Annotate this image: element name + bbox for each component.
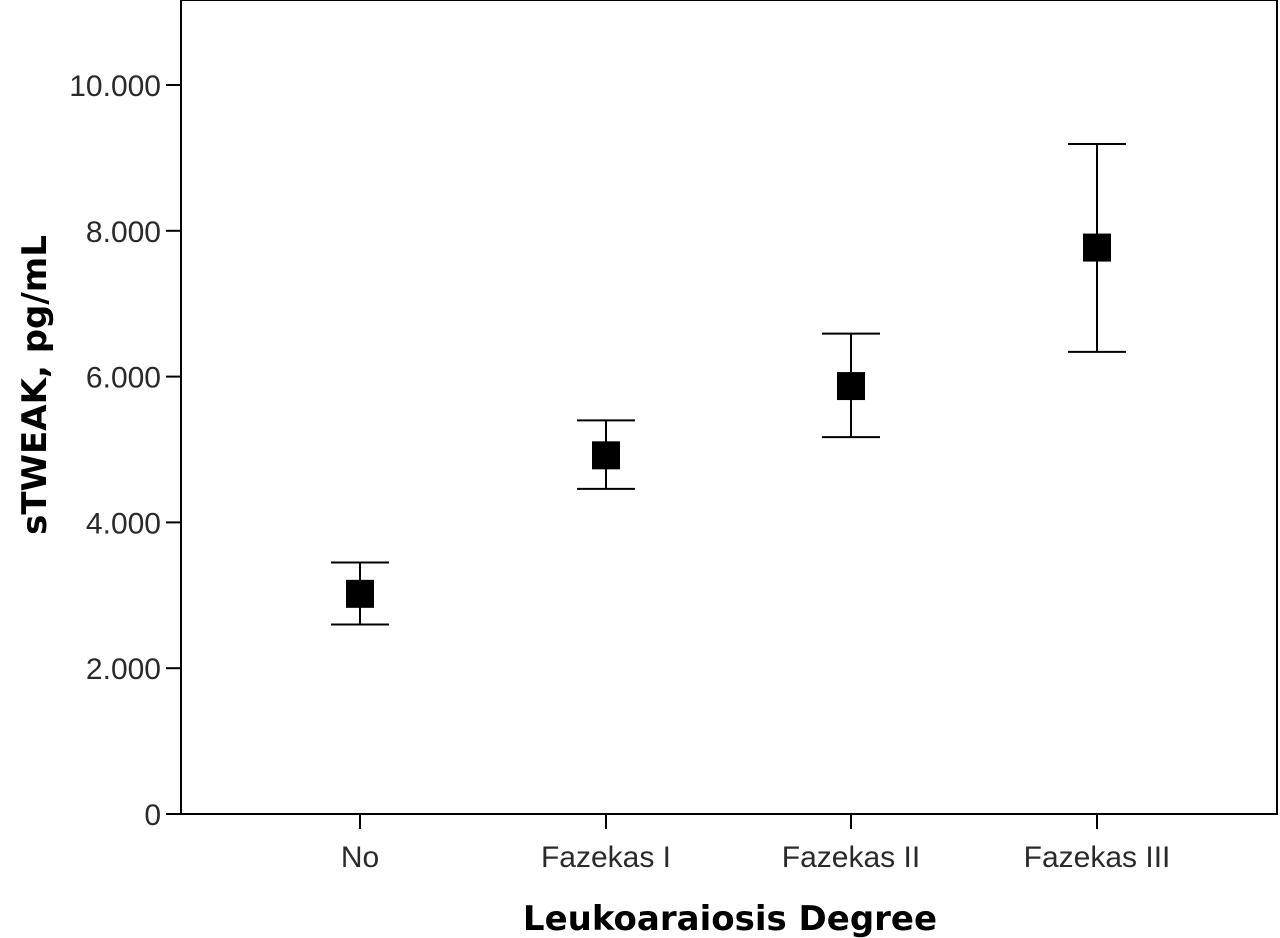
y-tick-label: 0 <box>144 799 161 832</box>
y-axis-title: sTWEAK, pg/mL <box>15 235 55 535</box>
x-tick-label: Fazekas II <box>782 841 920 874</box>
x-tick-label: Fazekas III <box>1024 841 1171 874</box>
y-tick-label: 10.000 <box>69 70 161 103</box>
y-tick-label: 4.000 <box>86 507 161 540</box>
x-axis-title: Leukoaraiosis Degree <box>523 899 937 938</box>
plot-frame <box>180 0 1278 815</box>
y-tick-label: 8.000 <box>86 216 161 249</box>
mean-marker <box>837 372 865 401</box>
x-axis: No Fazekas I Fazekas II Fazekas III <box>341 814 1171 874</box>
mean-marker <box>592 441 620 470</box>
y-tick-label: 6.000 <box>86 362 161 395</box>
x-tick-label: No <box>341 841 379 874</box>
mean-marker <box>346 579 374 608</box>
error-bars <box>331 143 1126 626</box>
mean-marker <box>1083 233 1111 262</box>
mean-markers <box>346 233 1111 608</box>
y-tick-label: 2.000 <box>86 653 161 686</box>
x-tick-label: Fazekas I <box>541 841 671 874</box>
y-axis: 0 2.000 4.000 6.000 8.000 10.000 <box>69 70 181 832</box>
